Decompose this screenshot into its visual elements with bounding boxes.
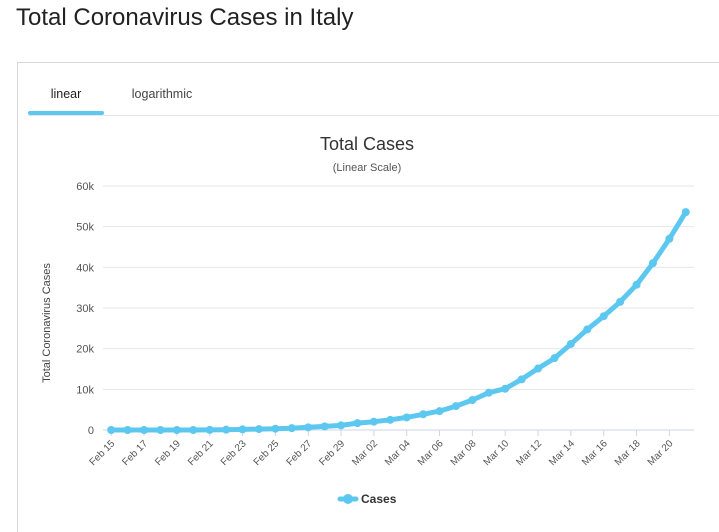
data-point bbox=[287, 424, 296, 433]
data-point bbox=[205, 425, 214, 434]
data-point bbox=[156, 425, 165, 434]
data-point bbox=[665, 234, 674, 243]
data-point bbox=[599, 312, 608, 321]
y-tick-label: 60k bbox=[76, 181, 94, 193]
data-point bbox=[484, 388, 493, 397]
tab-linear-label: linear bbox=[50, 87, 82, 101]
data-point bbox=[534, 364, 543, 373]
data-point bbox=[648, 259, 657, 268]
x-tick-label: Feb 21 bbox=[186, 438, 216, 468]
x-tick-label: Mar 06 bbox=[416, 438, 446, 468]
x-tick-label: Mar 10 bbox=[482, 438, 512, 468]
data-point bbox=[304, 423, 313, 432]
x-tick-label: Mar 16 bbox=[580, 438, 610, 468]
data-point bbox=[189, 425, 198, 434]
data-point bbox=[451, 402, 460, 411]
data-point bbox=[566, 339, 575, 348]
x-tick-label: Feb 17 bbox=[120, 438, 150, 468]
x-tick-label: Mar 12 bbox=[514, 438, 544, 468]
y-tick-label: 0 bbox=[88, 425, 94, 437]
data-point bbox=[681, 208, 690, 217]
data-point bbox=[386, 415, 395, 424]
x-tick-label: Feb 19 bbox=[153, 438, 183, 468]
chart-subtitle: (Linear Scale) bbox=[333, 162, 401, 174]
x-tick-label: Feb 15 bbox=[88, 438, 118, 468]
series-line-cases bbox=[108, 209, 689, 433]
tab-linear[interactable]: linear bbox=[28, 83, 104, 115]
legend-label-cases: Cases bbox=[361, 492, 397, 506]
data-point bbox=[632, 280, 641, 289]
data-point bbox=[238, 425, 247, 434]
data-point bbox=[369, 417, 378, 426]
x-tick-label: Mar 02 bbox=[350, 438, 380, 468]
data-point bbox=[172, 425, 181, 434]
x-tick-label: Feb 25 bbox=[252, 438, 282, 468]
chart-title: Total Cases bbox=[320, 134, 414, 154]
x-tick-label: Mar 04 bbox=[383, 438, 413, 468]
data-point bbox=[353, 419, 362, 428]
data-point bbox=[583, 325, 592, 334]
y-tick-label: 50k bbox=[76, 222, 94, 234]
data-point bbox=[402, 413, 411, 422]
data-point bbox=[222, 425, 231, 434]
y-axis-label: Total Coronavirus Cases bbox=[41, 263, 53, 383]
x-tick-label: Mar 18 bbox=[613, 438, 643, 468]
data-point bbox=[468, 396, 477, 405]
data-point bbox=[320, 422, 329, 431]
x-tick-label: Feb 23 bbox=[219, 438, 249, 468]
tab-active-underline bbox=[28, 111, 104, 115]
data-point bbox=[550, 354, 559, 363]
data-point bbox=[616, 297, 625, 306]
data-point bbox=[501, 384, 510, 393]
data-point bbox=[517, 375, 526, 384]
data-point bbox=[140, 425, 149, 434]
data-point bbox=[123, 425, 132, 434]
data-point bbox=[107, 425, 116, 434]
legend-swatch-marker bbox=[343, 494, 353, 504]
y-tick-label: 30k bbox=[76, 303, 94, 315]
x-tick-label: Feb 29 bbox=[317, 438, 347, 468]
scale-tabs: linear logarithmic bbox=[28, 83, 719, 116]
x-tick-label: Mar 20 bbox=[646, 438, 676, 468]
data-point bbox=[254, 425, 263, 434]
y-tick-label: 20k bbox=[76, 344, 94, 356]
x-tick-label: Feb 27 bbox=[285, 438, 315, 468]
page-title: Total Coronavirus Cases in Italy bbox=[16, 4, 354, 31]
y-tick-label: 10k bbox=[76, 384, 94, 396]
chart-panel: linear logarithmic bbox=[17, 62, 719, 532]
y-tick-label: 40k bbox=[76, 262, 94, 274]
data-point bbox=[419, 410, 428, 419]
tab-logarithmic[interactable]: logarithmic bbox=[126, 83, 198, 113]
data-point bbox=[337, 421, 346, 430]
x-tick-label: Mar 14 bbox=[547, 438, 577, 468]
x-tick-label: Mar 08 bbox=[449, 438, 479, 468]
data-point bbox=[435, 407, 444, 416]
data-point bbox=[271, 424, 280, 433]
tab-logarithmic-label: logarithmic bbox=[131, 87, 193, 101]
